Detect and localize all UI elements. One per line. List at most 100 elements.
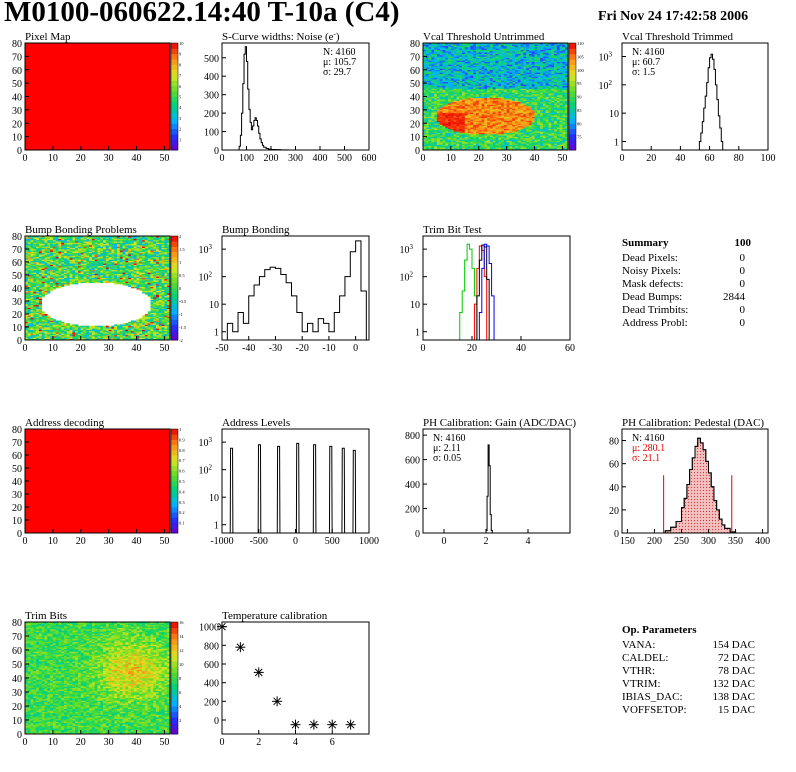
palette-tick-label: 0 <box>179 286 182 291</box>
y-tick-label: 103 <box>199 436 213 449</box>
palette-swatch <box>171 522 178 529</box>
y-tick-label: 10 <box>12 323 22 334</box>
y-tick-label: 50 <box>12 464 22 475</box>
palette-tick-label: -0.5 <box>179 299 187 304</box>
palette-tick-label: 6 <box>179 690 182 695</box>
palette-frame <box>170 42 179 151</box>
summary-value: 0 <box>740 304 746 316</box>
y-tick-label: 60 <box>12 258 22 269</box>
palette-swatch <box>171 728 178 735</box>
y-tick-label: 0 <box>17 146 22 157</box>
level-peak <box>352 449 357 534</box>
y-tick-label: 30 <box>410 106 420 117</box>
palette-tick-label: 100 <box>577 68 585 73</box>
chart-title: Address Levels <box>222 417 290 429</box>
palette-swatch <box>171 53 178 60</box>
x-tick-label: 0 <box>421 153 426 164</box>
x-tick-label: 2 <box>484 536 489 547</box>
palette-swatch <box>569 107 576 114</box>
y-tick-label: 0 <box>17 529 22 540</box>
palette-swatch <box>171 678 178 685</box>
palette-swatch <box>569 112 576 119</box>
palette-swatch <box>171 470 178 477</box>
palette-swatch <box>171 48 178 55</box>
stats-box <box>429 431 473 465</box>
level-peak <box>295 442 300 534</box>
x-tick-label: 500 <box>325 536 340 547</box>
y-tick-label: 200 <box>405 505 420 516</box>
chart-title: Trim Bit Test <box>423 224 482 236</box>
palette-tick-label: 8 <box>179 62 182 67</box>
x-tick-label: 30 <box>104 737 114 748</box>
y-tick-label: 60 <box>12 66 22 77</box>
chart-title: PH Calibration: Pedestal (DAC) <box>622 417 764 429</box>
summary-label: Dead Bumps: <box>622 291 682 303</box>
x-tick-label: 600 <box>362 153 377 164</box>
palette-swatch <box>171 496 178 503</box>
chart-ph-gain: PH Calibration: Gain (ADC/DAC) 0 2 4 0 200 400… <box>405 417 576 547</box>
op-parameters-label: CALDEL: <box>622 652 668 664</box>
palette-swatch <box>171 527 178 534</box>
y-tick-label: 60 <box>410 66 420 77</box>
x-tick-label: 400 <box>755 536 770 547</box>
op-parameters-value: 154 DAC <box>713 639 755 651</box>
palette-swatch <box>171 91 178 97</box>
y-tick-label: 600 <box>405 456 420 467</box>
y-tick-label: 40 <box>12 93 22 104</box>
palette-tick-label: 8 <box>179 676 182 681</box>
y-tick-label: 400 <box>204 679 219 690</box>
x-tick-label: 4 <box>526 536 531 547</box>
y-tick-label: 1 <box>214 328 219 339</box>
palette-swatch <box>171 293 178 299</box>
palette-swatch <box>171 672 178 679</box>
x-tick-label: 0 <box>23 153 28 164</box>
palette-swatch <box>171 644 178 651</box>
summary-label: Dead Pixels: <box>622 252 678 264</box>
op-parameters-value: 78 DAC <box>718 665 755 677</box>
x-tick-label: 20 <box>646 153 656 164</box>
plot-frame <box>221 621 370 735</box>
x-tick-label: 10 <box>48 343 58 354</box>
chart-temperature-calibration: Temperature calibration 0 2 4 6 0 200 400 600 800… <box>199 610 370 748</box>
chart-title: Bump Bonding <box>222 224 290 236</box>
x-tick-label: -1000 <box>210 536 233 547</box>
palette-swatch <box>171 133 178 140</box>
y-tick-label: 103 <box>199 243 213 256</box>
chart-title: S-Curve widths: Noise (e-) <box>222 30 340 43</box>
palette-frame <box>170 235 179 341</box>
x-tick-label: 400 <box>313 153 328 164</box>
palette-tick-label: 16 <box>179 620 184 625</box>
x-tick-label: 50 <box>159 536 169 547</box>
palette-swatch <box>171 460 178 466</box>
palette-swatch <box>171 633 178 640</box>
palette-swatch <box>569 133 576 140</box>
palette-swatch <box>171 711 178 718</box>
palette-tick-label: 85 <box>577 108 582 113</box>
palette-swatch <box>171 75 178 81</box>
plot-frame <box>621 42 769 151</box>
data-point <box>327 719 338 730</box>
plot-frame <box>221 235 370 341</box>
x-tick-label: 80 <box>734 153 744 164</box>
palette-swatch <box>171 69 178 76</box>
chart-title: Vcal Threshold Untrimmed <box>423 31 545 43</box>
x-tick-label: 10 <box>48 737 58 748</box>
y-tick-label: 50 <box>410 79 420 90</box>
chart-address-decoding: Address decoding 0.1 0.2 0.3 0.4 0.5 0.6 0.7 0.8… <box>12 417 185 547</box>
x-tick-label: 40 <box>132 536 142 547</box>
y-tick-label: 80 <box>410 39 420 50</box>
plot-frame <box>422 235 571 341</box>
palette-swatch <box>171 661 178 668</box>
chart-title: Temperature calibration <box>222 610 328 622</box>
y-tick-label: 40 <box>12 674 22 685</box>
palette-swatch <box>171 439 178 446</box>
palette-swatch <box>171 638 178 645</box>
palette-swatch <box>171 449 178 456</box>
chart-bump-bonding: Bump Bonding -50 -40 -30 -20 -10 0 1 10 102 103 <box>199 224 370 354</box>
level-peak <box>257 444 262 534</box>
level-peak <box>328 445 333 534</box>
palette-frame <box>170 428 179 534</box>
palette-tick-label: 110 <box>577 41 584 46</box>
x-tick-label: 10 <box>48 536 58 547</box>
y-tick-label: 200 <box>204 109 219 120</box>
